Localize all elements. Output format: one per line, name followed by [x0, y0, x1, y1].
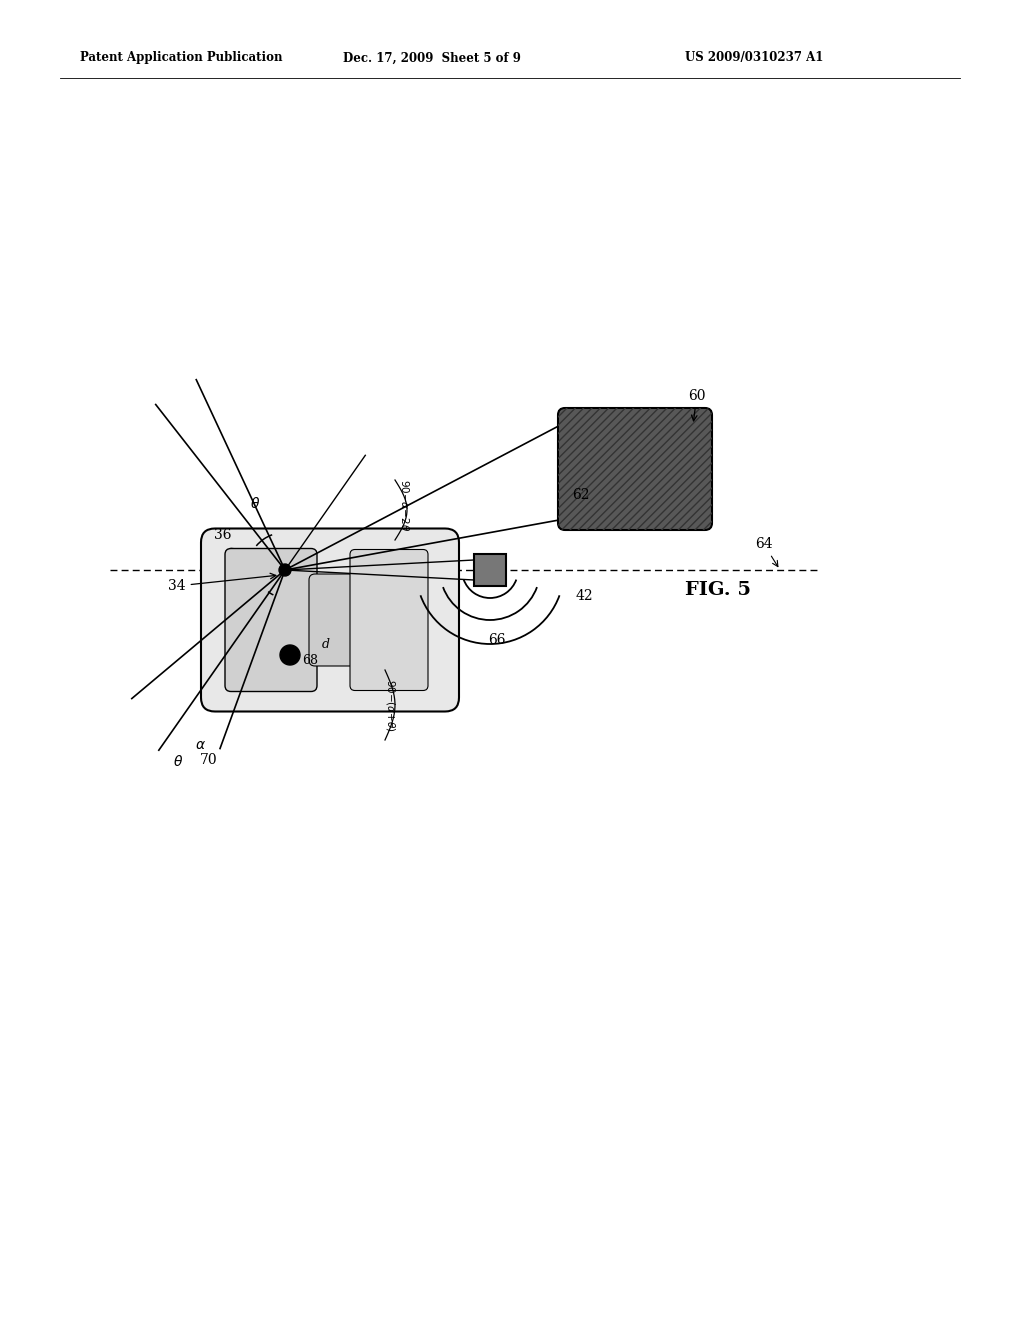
Text: d: d: [322, 639, 330, 652]
Text: US 2009/0310237 A1: US 2009/0310237 A1: [685, 51, 823, 65]
Text: $\theta$: $\theta$: [173, 755, 183, 770]
Text: 42: 42: [575, 589, 594, 603]
FancyBboxPatch shape: [309, 574, 401, 667]
FancyBboxPatch shape: [558, 408, 712, 531]
Text: $90{-}(\alpha{+}\theta)$: $90{-}(\alpha{+}\theta)$: [384, 678, 396, 731]
Text: 64: 64: [755, 537, 778, 566]
Circle shape: [280, 645, 300, 665]
FancyBboxPatch shape: [201, 528, 459, 711]
Bar: [474, 554, 506, 586]
Text: $\theta$: $\theta$: [250, 495, 260, 511]
Text: 36: 36: [214, 528, 231, 543]
Text: $\alpha$: $\alpha$: [195, 738, 206, 752]
Text: FIG. 5: FIG. 5: [685, 581, 751, 599]
Circle shape: [279, 564, 291, 576]
Text: 66: 66: [488, 634, 506, 647]
Text: 62: 62: [572, 488, 590, 502]
Text: Patent Application Publication: Patent Application Publication: [80, 51, 283, 65]
FancyBboxPatch shape: [225, 549, 317, 692]
Text: Dec. 17, 2009  Sheet 5 of 9: Dec. 17, 2009 Sheet 5 of 9: [343, 51, 521, 65]
Text: 60: 60: [688, 389, 706, 421]
Text: 68: 68: [302, 653, 318, 667]
Text: 34: 34: [168, 573, 275, 593]
Text: 70: 70: [200, 752, 218, 767]
Text: $90{-}\alpha{-}2\theta$: $90{-}\alpha{-}2\theta$: [399, 479, 411, 531]
FancyBboxPatch shape: [350, 549, 428, 690]
